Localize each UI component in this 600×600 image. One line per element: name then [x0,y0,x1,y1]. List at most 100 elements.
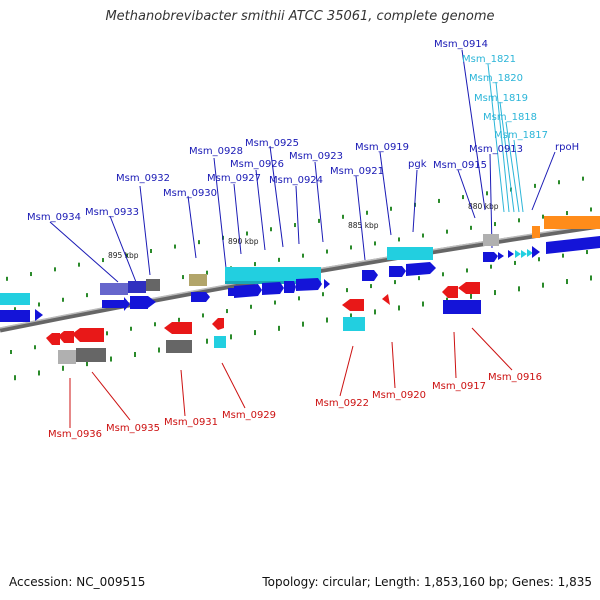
tick-mark [538,257,540,262]
gene-label-msm-0933: Msm_0933 [85,207,139,218]
gene-label-msm-0919: Msm_0919 [355,142,409,153]
gene-label-msm-0928: Msm_0928 [189,146,243,157]
tick-mark [246,231,248,236]
scale-label-890: 890 kbp [228,237,259,246]
gene-label-pgk: pgk [408,159,427,170]
gene-label-msm-0923: Msm_0923 [289,151,343,162]
tick-mark [10,350,12,355]
gene-label-msm-1820: Msm_1820 [469,73,523,84]
gene-label-msm-1819: Msm_1819 [474,93,528,104]
gene-label-msm-0934: Msm_0934 [27,212,81,223]
tick-mark [542,282,544,288]
tick-mark [294,223,296,228]
tick-mark [134,351,136,357]
tick-mark [542,214,544,219]
tick-mark [86,361,88,367]
tick-mark [126,253,128,258]
tick-mark [54,267,56,272]
scale-label-895: 895 kbp [108,251,139,260]
tick-mark [198,240,200,245]
tick-mark [322,292,324,297]
tick-mark [370,284,372,289]
tick-mark [30,272,32,277]
tick-mark [274,300,276,305]
gene-label-msm-0921: Msm_0921 [330,166,384,177]
tick-mark [318,218,320,223]
tick-mark [278,325,280,331]
scale-label-885: 885 kbp [348,221,379,230]
tick-mark [106,331,108,336]
forward-features [0,216,600,322]
map-title: Methanobrevibacter smithii ATCC 35061, c… [105,9,495,24]
tick-mark [582,176,584,181]
tick-mark [566,279,568,285]
tick-mark [298,296,300,301]
tick-mark [254,330,256,336]
gene-label-msm-0913: Msm_0913 [469,144,523,155]
tick-mark [438,198,440,203]
tick-mark [466,268,468,273]
gene-labels-reverse: Msm_0936 Msm_0935 Msm_0931 Msm_0929 Msm_… [48,372,542,440]
gene-label-msm-0929: Msm_0929 [222,410,276,421]
tick-mark [14,307,16,312]
tick-mark [206,338,208,344]
tick-mark [394,280,396,285]
tick-mark [326,249,328,254]
accession-text: Accession: NC_009515 [9,575,146,589]
scale-labels: 895 kbp 890 kbp 885 kbp 880 kbp [108,202,499,260]
tick-mark [38,370,40,376]
gene-label-msm-0915: Msm_0915 [433,160,487,171]
tick-mark [398,305,400,311]
tick-mark [38,302,40,307]
gene-label-msm-1821: Msm_1821 [462,54,516,65]
gene-labels-forward: Msm_0934 Msm_0933 Msm_0932 Msm_0930 Msm_… [27,39,579,223]
gene-label-msm-0917: Msm_0917 [432,381,486,392]
tick-mark [446,229,448,234]
tick-mark [302,253,304,258]
tick-mark [518,286,520,292]
tick-mark [254,262,256,267]
gene-label-msm-0925: Msm_0925 [245,138,299,149]
scale-label-880: 880 kbp [468,202,499,211]
tick-mark [6,276,8,281]
gene-label-msm-0926: Msm_0926 [230,159,284,170]
tick-mark [558,180,560,185]
tick-mark [110,356,112,362]
tick-mark [102,258,104,263]
connector-lines [49,49,556,428]
tick-mark [250,304,252,309]
gene-label-msm-0927: Msm_0927 [207,173,261,184]
gene-label-msm-0935: Msm_0935 [106,423,160,434]
tick-mark [398,237,400,242]
gene-labels-rna: Msm_1821 Msm_1820 Msm_1819 Msm_1818 Msm_… [462,54,548,141]
tick-mark [590,275,592,281]
tick-mark [154,322,156,327]
tick-mark [342,214,344,219]
gene-label-msm-0932: Msm_0932 [116,173,170,184]
tick-mark [350,245,352,250]
tick-mark [494,222,496,227]
tick-mark [158,347,160,353]
tick-mark [442,272,444,277]
reverse-features [46,282,481,364]
tick-mark [390,206,392,211]
tick-mark [470,293,472,299]
tick-mark [422,233,424,238]
tick-mark [590,207,592,212]
gene-label-msm-0931: Msm_0931 [164,417,218,428]
tick-mark [130,326,132,331]
tick-marks [6,176,592,381]
gene-label-msm-0922: Msm_0922 [315,398,369,409]
tick-mark [86,293,88,298]
tick-mark [586,250,588,255]
tick-mark [230,334,232,340]
gene-label-msm-1818: Msm_1818 [483,112,537,123]
tick-mark [534,183,536,188]
tick-mark [206,270,208,275]
tick-mark [374,241,376,246]
tick-mark [270,227,272,232]
tick-mark [34,345,36,350]
tick-mark [518,218,520,223]
tick-mark [226,309,228,314]
